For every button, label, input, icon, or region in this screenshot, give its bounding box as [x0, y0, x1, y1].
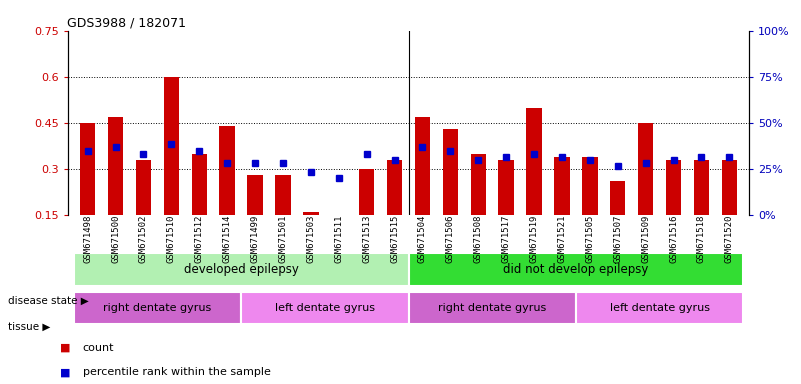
- Text: GSM671517: GSM671517: [501, 215, 511, 263]
- Text: GSM671504: GSM671504: [418, 215, 427, 263]
- Bar: [74, 292, 241, 324]
- Text: GSM671521: GSM671521: [557, 215, 566, 263]
- Bar: [554, 157, 570, 215]
- Text: GSM671520: GSM671520: [725, 215, 734, 263]
- Text: tissue ▶: tissue ▶: [8, 322, 50, 332]
- Text: GSM671507: GSM671507: [614, 215, 622, 263]
- Bar: [219, 126, 235, 215]
- Text: right dentate gyrus: right dentate gyrus: [438, 303, 546, 313]
- Bar: [722, 160, 737, 215]
- Bar: [443, 129, 458, 215]
- Text: GSM671500: GSM671500: [111, 215, 120, 263]
- Bar: [582, 157, 598, 215]
- Text: GSM671511: GSM671511: [334, 215, 344, 263]
- Bar: [409, 253, 743, 286]
- Text: disease state ▶: disease state ▶: [8, 295, 89, 305]
- Text: GSM671498: GSM671498: [83, 215, 92, 263]
- Bar: [694, 160, 709, 215]
- Bar: [359, 169, 374, 215]
- Bar: [74, 253, 409, 286]
- Bar: [387, 160, 402, 215]
- Text: GSM671508: GSM671508: [473, 215, 483, 263]
- Bar: [526, 108, 541, 215]
- Text: GSM671515: GSM671515: [390, 215, 399, 263]
- Bar: [415, 117, 430, 215]
- Bar: [191, 154, 207, 215]
- Text: count: count: [83, 343, 114, 353]
- Bar: [80, 123, 95, 215]
- Bar: [163, 77, 179, 215]
- Bar: [471, 154, 486, 215]
- Text: GSM671519: GSM671519: [529, 215, 538, 263]
- Bar: [576, 292, 743, 324]
- Bar: [409, 292, 576, 324]
- Text: developed epilepsy: developed epilepsy: [183, 263, 299, 276]
- Text: did not develop epilepsy: did not develop epilepsy: [503, 263, 649, 276]
- Bar: [248, 175, 263, 215]
- Text: GSM671513: GSM671513: [362, 215, 371, 263]
- Text: GSM671509: GSM671509: [641, 215, 650, 263]
- Bar: [241, 292, 409, 324]
- Bar: [666, 160, 682, 215]
- Bar: [610, 181, 626, 215]
- Bar: [303, 212, 319, 215]
- Text: percentile rank within the sample: percentile rank within the sample: [83, 367, 271, 377]
- Text: GDS3988 / 182071: GDS3988 / 182071: [67, 17, 187, 30]
- Text: GSM671512: GSM671512: [195, 215, 203, 263]
- Text: GSM671506: GSM671506: [446, 215, 455, 263]
- Text: ■: ■: [60, 343, 70, 353]
- Text: left dentate gyrus: left dentate gyrus: [275, 303, 375, 313]
- Text: GSM671501: GSM671501: [279, 215, 288, 263]
- Bar: [498, 160, 514, 215]
- Text: right dentate gyrus: right dentate gyrus: [103, 303, 211, 313]
- Bar: [638, 123, 654, 215]
- Text: ■: ■: [60, 367, 70, 377]
- Bar: [135, 160, 151, 215]
- Text: GSM671514: GSM671514: [223, 215, 231, 263]
- Text: GSM671499: GSM671499: [251, 215, 260, 263]
- Text: left dentate gyrus: left dentate gyrus: [610, 303, 710, 313]
- Bar: [276, 175, 291, 215]
- Bar: [108, 117, 123, 215]
- Text: GSM671516: GSM671516: [669, 215, 678, 263]
- Text: GSM671502: GSM671502: [139, 215, 148, 263]
- Text: GSM671518: GSM671518: [697, 215, 706, 263]
- Text: GSM671503: GSM671503: [306, 215, 316, 263]
- Text: GSM671505: GSM671505: [586, 215, 594, 263]
- Text: GSM671510: GSM671510: [167, 215, 176, 263]
